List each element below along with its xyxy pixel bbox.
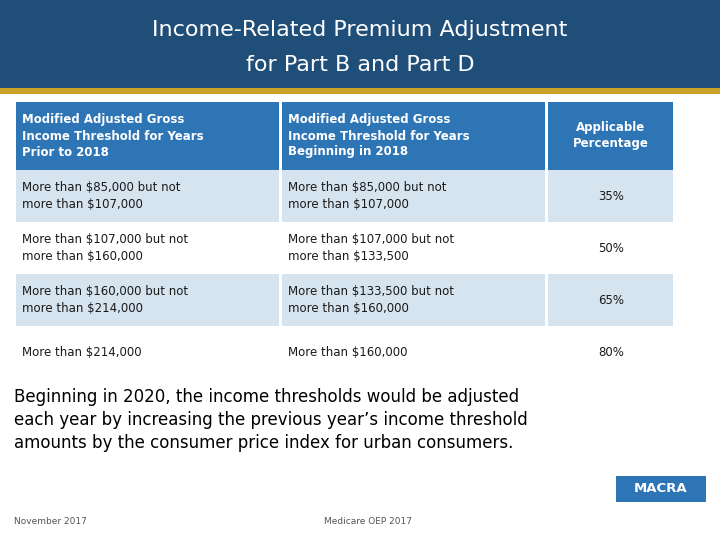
Text: Beginning in 2020, the income thresholds would be adjusted
each year by increasi: Beginning in 2020, the income thresholds… [14, 388, 528, 452]
Text: 50%: 50% [598, 241, 624, 254]
Bar [549, 274, 673, 326]
Bar [616, 476, 706, 502]
Bar [0, 0, 720, 88]
Text: November 2017: November 2017 [14, 517, 87, 526]
Text: for Part B and Part D: for Part B and Part D [246, 55, 474, 75]
Text: 65%: 65% [598, 294, 624, 307]
Text: More than $107,000 but not
more than $160,000: More than $107,000 but not more than $16… [22, 233, 188, 263]
Bar [16, 222, 279, 274]
Text: More than $133,500 but not
more than $160,000: More than $133,500 but not more than $16… [288, 285, 454, 315]
Bar [16, 102, 279, 170]
Bar [549, 326, 673, 378]
Text: More than $160,000: More than $160,000 [288, 346, 408, 359]
Bar [16, 170, 279, 222]
Bar [282, 274, 545, 326]
Text: More than $214,000: More than $214,000 [22, 346, 141, 359]
Bar [16, 326, 279, 378]
Text: Medicare OEP 2017: Medicare OEP 2017 [324, 517, 412, 526]
Text: Modified Adjusted Gross
Income Threshold for Years
Prior to 2018: Modified Adjusted Gross Income Threshold… [22, 113, 203, 159]
Text: MACRA: MACRA [634, 483, 688, 496]
Text: More than $160,000 but not
more than $214,000: More than $160,000 but not more than $21… [22, 285, 188, 315]
Text: 80%: 80% [598, 346, 624, 359]
Text: More than $85,000 but not
more than $107,000: More than $85,000 but not more than $107… [22, 181, 180, 211]
Text: More than $85,000 but not
more than $107,000: More than $85,000 but not more than $107… [288, 181, 446, 211]
Bar [282, 326, 545, 378]
Bar [549, 102, 673, 170]
Bar [282, 222, 545, 274]
Text: Modified Adjusted Gross
Income Threshold for Years
Beginning in 2018: Modified Adjusted Gross Income Threshold… [288, 113, 469, 159]
Text: Applicable
Percentage: Applicable Percentage [573, 122, 649, 151]
Bar [0, 88, 720, 94]
Bar [549, 170, 673, 222]
Text: 35%: 35% [598, 190, 624, 202]
Text: Income-Related Premium Adjustment: Income-Related Premium Adjustment [153, 20, 567, 40]
Bar [282, 102, 545, 170]
Bar [282, 170, 545, 222]
Bar [549, 222, 673, 274]
Bar [16, 274, 279, 326]
Text: More than $107,000 but not
more than $133,500: More than $107,000 but not more than $13… [288, 233, 454, 263]
